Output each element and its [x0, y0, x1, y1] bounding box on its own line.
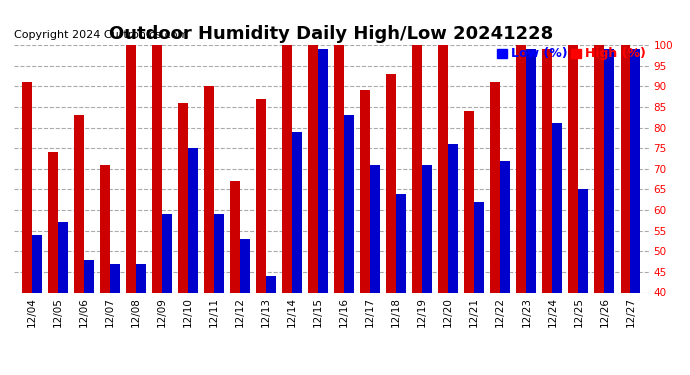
Bar — [48, 152, 58, 292]
Bar — [178, 103, 188, 292]
Bar — [308, 45, 318, 292]
Bar — [344, 115, 354, 292]
Bar — [152, 45, 162, 292]
Bar — [100, 165, 110, 292]
Bar — [74, 115, 84, 292]
Bar — [448, 144, 458, 292]
Bar — [516, 45, 526, 292]
Bar — [422, 165, 432, 292]
Bar — [396, 194, 406, 292]
Bar — [542, 49, 552, 292]
Bar — [604, 49, 614, 292]
Bar — [110, 264, 120, 292]
Bar — [240, 239, 250, 292]
Legend: Low (%), High (%): Low (%), High (%) — [497, 48, 646, 60]
Bar — [266, 276, 276, 292]
Bar — [318, 49, 328, 292]
Bar — [230, 181, 240, 292]
Bar — [526, 49, 536, 292]
Bar — [162, 214, 172, 292]
Bar — [126, 45, 136, 292]
Bar — [578, 189, 589, 292]
Title: Outdoor Humidity Daily High/Low 20241228: Outdoor Humidity Daily High/Low 20241228 — [109, 26, 553, 44]
Bar — [371, 165, 380, 292]
Bar — [500, 160, 510, 292]
Bar — [136, 264, 146, 292]
Bar — [474, 202, 484, 292]
Bar — [491, 82, 500, 292]
Bar — [58, 222, 68, 292]
Bar — [32, 235, 42, 292]
Text: Copyright 2024 Curtronics.com: Copyright 2024 Curtronics.com — [14, 30, 188, 40]
Bar — [188, 148, 198, 292]
Bar — [84, 260, 94, 292]
Bar — [282, 45, 292, 292]
Bar — [360, 90, 371, 292]
Bar — [464, 111, 474, 292]
Bar — [292, 132, 302, 292]
Bar — [569, 45, 578, 292]
Bar — [438, 45, 449, 292]
Bar — [552, 123, 562, 292]
Bar — [335, 45, 344, 292]
Bar — [595, 45, 604, 292]
Bar — [620, 45, 631, 292]
Bar — [22, 82, 32, 292]
Bar — [204, 86, 214, 292]
Bar — [413, 45, 422, 292]
Bar — [631, 49, 640, 292]
Bar — [256, 99, 266, 292]
Bar — [386, 74, 396, 292]
Bar — [214, 214, 224, 292]
